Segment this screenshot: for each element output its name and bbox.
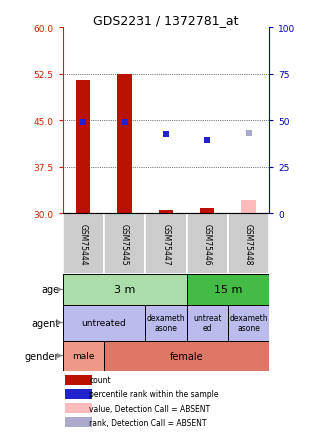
Point (205, 137, 210, 144)
Text: GSM75444: GSM75444 (79, 224, 88, 265)
Point (122, 119, 127, 126)
Text: count: count (90, 375, 111, 385)
Text: age: age (41, 285, 59, 295)
Bar (228, 305, 269, 341)
FancyBboxPatch shape (104, 214, 145, 275)
Text: value, Detection Call = ABSENT: value, Detection Call = ABSENT (90, 404, 211, 413)
FancyBboxPatch shape (187, 214, 228, 275)
Bar (65, 404, 91, 413)
Text: male: male (72, 352, 95, 360)
Bar (65, 418, 91, 427)
Bar (65, 389, 91, 399)
Bar (104, 341, 269, 371)
Text: GSM75446: GSM75446 (203, 224, 212, 265)
Bar (145, 305, 187, 341)
Text: GSM75445: GSM75445 (120, 224, 129, 265)
Bar (63, 341, 104, 371)
Text: 15 m: 15 m (214, 285, 242, 295)
FancyBboxPatch shape (145, 214, 187, 275)
Bar (117, 75, 132, 214)
Bar (200, 209, 214, 214)
Text: agent: agent (31, 318, 59, 328)
Text: 3 m: 3 m (114, 285, 135, 295)
Text: GSM75447: GSM75447 (162, 224, 170, 265)
Text: percentile rank within the sample: percentile rank within the sample (90, 390, 219, 398)
Point (163, 131, 168, 138)
Text: rank, Detection Call = ABSENT: rank, Detection Call = ABSENT (90, 418, 207, 427)
Text: gender: gender (25, 351, 59, 361)
Bar (63, 275, 187, 305)
Text: female: female (170, 351, 203, 361)
Bar (187, 275, 269, 305)
Text: GSM75448: GSM75448 (244, 224, 253, 265)
Text: dexameth
asone: dexameth asone (146, 313, 185, 332)
Bar (187, 305, 228, 341)
Point (81, 119, 86, 126)
FancyBboxPatch shape (63, 214, 104, 275)
Bar (65, 375, 91, 385)
Text: untreat
ed: untreat ed (193, 313, 222, 332)
Bar (76, 81, 90, 214)
Bar (63, 305, 145, 341)
FancyBboxPatch shape (228, 214, 269, 275)
Bar (159, 211, 173, 214)
Text: dexameth
asone: dexameth asone (229, 313, 268, 332)
Title: GDS2231 / 1372781_at: GDS2231 / 1372781_at (93, 14, 239, 27)
Text: untreated: untreated (82, 318, 126, 327)
Bar (241, 200, 256, 214)
Point (246, 130, 251, 137)
